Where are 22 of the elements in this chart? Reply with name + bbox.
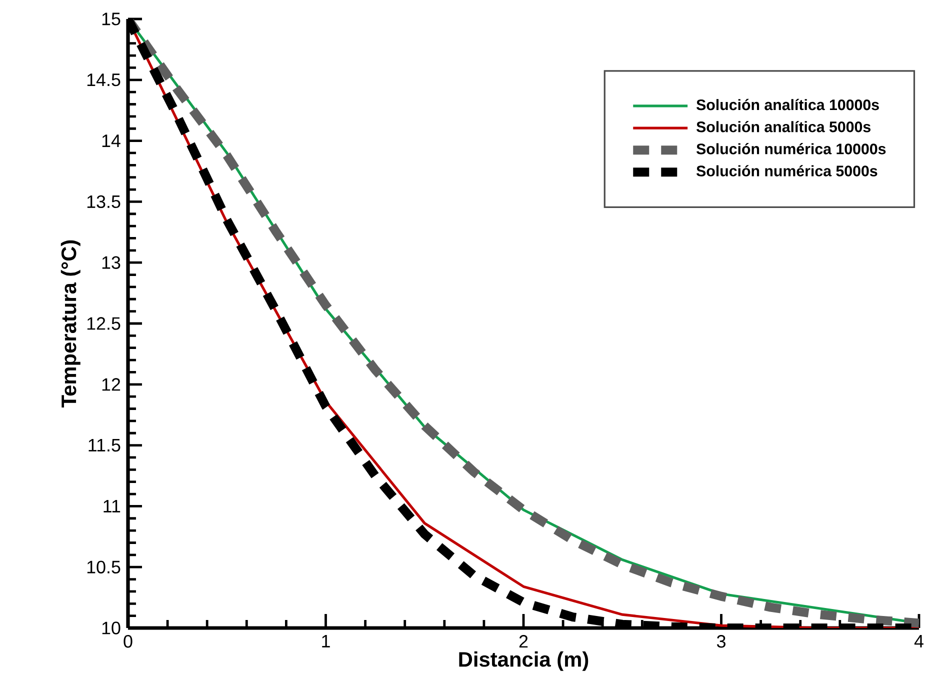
y-tick-label: 11 [104,500,120,512]
legend-label: Solución analítica 5000s [696,120,870,132]
y-tick-label: 12 [102,378,120,391]
y-tick-label: 11.5 [88,439,120,452]
legend-label: Solución numérica 10000s [696,143,886,154]
x-tick-label: 3 [716,635,726,648]
y-tick-label: 12.5 [87,317,120,330]
y-tick-label: 14 [102,134,120,147]
y-tick-label: 13 [102,256,120,269]
y-tick-label: 13.5 [87,195,120,208]
y-axis-title: Temperatura (°C) [60,240,80,408]
x-tick-label: 1 [322,635,330,648]
x-tick-label: 0 [124,635,132,648]
y-tick-label: 10.5 [87,560,120,574]
y-tick-label: 15 [102,12,120,26]
x-tick-label: 4 [914,635,924,648]
legend-label: Solución analítica 10000s [696,98,879,110]
x-tick-label: 2 [519,635,528,648]
x-axis-title: Distancia (m) [459,651,588,671]
y-tick-label: 14.5 [87,74,120,86]
y-tick-label: 10 [102,622,120,634]
legend-label: Solución numérica 5000s [696,165,878,176]
